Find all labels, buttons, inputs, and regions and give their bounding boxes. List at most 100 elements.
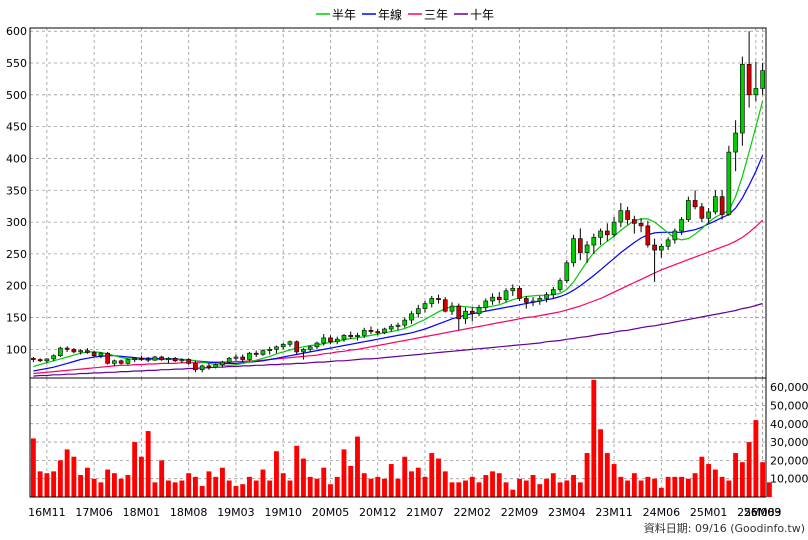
x-tick-label: 19M10 [264, 506, 302, 519]
candle-body-up [706, 211, 711, 219]
volume-bar [118, 478, 124, 497]
candle-body-down [85, 350, 90, 353]
legend-label-year: 年線 [378, 7, 402, 22]
volume-bar [348, 465, 354, 497]
candle-body-down [517, 287, 522, 299]
candle-body-down [645, 225, 651, 246]
volume-bar [220, 467, 225, 497]
chart-axes [29, 27, 767, 498]
volume-bar [679, 476, 685, 497]
candle-body-down [638, 223, 644, 227]
candle-body-down [159, 356, 164, 360]
chart-legend: 半年 年線 三年 十年 [316, 7, 494, 22]
moving-average-lines [33, 101, 764, 377]
candle-body-up [382, 328, 387, 334]
volume-tick-label: 20,000 [770, 454, 808, 467]
x-tick-label: 18M01 [123, 506, 161, 519]
candle-body-up [686, 200, 691, 220]
volume-bar [193, 476, 198, 497]
ma-ten-year-line [33, 302, 763, 377]
volume-bar [78, 475, 84, 497]
volume-panel-frame [29, 377, 767, 498]
volume-bar [577, 482, 583, 497]
candle-body-up [314, 342, 320, 348]
legend-label-half-year: 半年 [332, 8, 356, 22]
volume-bar [530, 475, 536, 497]
candle-body-down [652, 244, 657, 251]
volume-bar [490, 471, 495, 497]
ma-three-year-line [33, 219, 764, 375]
candle-body-up [571, 238, 576, 264]
volume-bar [57, 460, 63, 497]
volume-bar [584, 453, 590, 497]
volume-bar [672, 476, 678, 497]
x-tick-label: 17M06 [75, 506, 113, 519]
volume-bar [712, 469, 718, 497]
candle-body-down [604, 230, 610, 236]
volume-gridlines [30, 378, 766, 497]
candle-body-up [125, 359, 131, 364]
price-tick-label: 100 [6, 343, 27, 356]
volume-bar [760, 462, 766, 497]
candle-body-up [51, 355, 56, 360]
volume-bar [665, 476, 671, 497]
volume-bar [517, 478, 522, 497]
volume-bar [37, 471, 43, 497]
candle-body-up [557, 280, 563, 290]
volume-bar [766, 482, 772, 497]
candle-body-down [91, 352, 97, 357]
volume-bar [64, 449, 70, 497]
volume-bar [240, 484, 246, 497]
x-tick-label: 22M02 [454, 506, 492, 519]
volume-bar [645, 476, 651, 497]
candle-body-down [625, 210, 630, 220]
x-tick-label: 21M07 [406, 506, 444, 519]
candle-body-up [760, 70, 765, 89]
volume-bar [368, 478, 374, 497]
candle-body-down [699, 206, 705, 219]
candle-body-up [112, 360, 117, 364]
candle-body-up [274, 346, 279, 350]
volume-bar [402, 456, 408, 497]
x-tick-label: 26M03 [744, 506, 782, 519]
candle-body-up [726, 151, 732, 215]
volume-tick-label: 50,000 [770, 399, 808, 412]
volume-bar [382, 478, 387, 497]
x-tick-label: 25M08 [737, 506, 775, 519]
price-tick-label: 350 [6, 184, 27, 197]
volume-bar [564, 480, 570, 497]
candle-body-up [672, 230, 678, 241]
volume-bar [625, 480, 631, 497]
volume-bar [395, 478, 401, 497]
candle-body-down [71, 349, 77, 353]
volume-bar [84, 467, 90, 497]
candle-body-up [740, 63, 745, 134]
price-tick-label: 200 [6, 280, 27, 293]
candle-body-up [166, 357, 171, 360]
volume-bar [618, 476, 624, 497]
x-tick-label: 23M04 [548, 506, 586, 519]
x-tick-label: 26M09 [744, 506, 782, 519]
volume-bar [557, 482, 563, 497]
volume-bar [179, 480, 185, 497]
price-tick-label: 450 [6, 121, 27, 134]
volume-bar [361, 473, 367, 497]
ma-year-line [33, 155, 764, 372]
volume-tick-label: 60,000 [770, 381, 808, 394]
candle-body-up [530, 300, 536, 303]
volume-bar [571, 475, 576, 497]
volume-tick-label: 40,000 [770, 418, 808, 431]
candle-body-up [395, 324, 401, 327]
candle-body-down [240, 356, 246, 360]
volume-bar [280, 473, 286, 497]
volume-bar [746, 442, 752, 497]
candle-body-up [402, 319, 408, 326]
legend-label-three-year: 三年 [424, 8, 448, 22]
candle-body-up [591, 237, 597, 246]
volume-bar [463, 480, 468, 497]
candle-body-down [442, 299, 448, 312]
source-label: 資料日期: 09/16 (Goodinfo.tw) [644, 521, 805, 535]
volume-bar [111, 473, 117, 497]
candle-body-down [172, 357, 178, 362]
price-tick-label: 550 [6, 57, 27, 70]
